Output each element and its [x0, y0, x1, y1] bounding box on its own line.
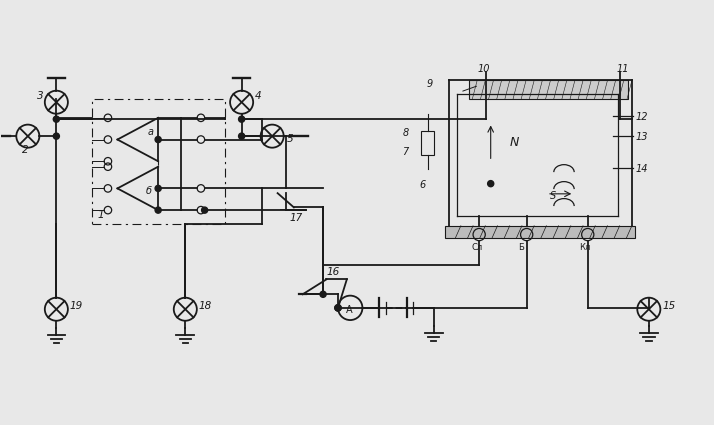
Text: 2: 2	[22, 145, 29, 155]
Bar	[469, 80, 628, 99]
Circle shape	[155, 185, 161, 191]
Circle shape	[54, 133, 59, 139]
Circle shape	[320, 291, 326, 297]
Text: 5: 5	[287, 133, 293, 144]
Text: 19: 19	[70, 301, 83, 311]
Text: б: б	[146, 186, 152, 196]
Bar	[421, 131, 433, 155]
Circle shape	[201, 207, 208, 213]
Bar	[446, 226, 635, 238]
Text: 10: 10	[478, 64, 491, 74]
Text: S: S	[550, 191, 557, 201]
Text: 15: 15	[663, 301, 675, 311]
Bar	[92, 99, 225, 224]
Circle shape	[335, 305, 341, 311]
Circle shape	[54, 116, 59, 122]
Text: 11: 11	[617, 64, 630, 74]
Text: Сл: Сл	[471, 243, 482, 252]
Text: 12: 12	[635, 112, 648, 122]
Text: 6: 6	[419, 180, 426, 190]
Text: 4: 4	[255, 91, 262, 101]
Text: 1: 1	[98, 210, 104, 220]
Text: 7: 7	[403, 147, 408, 157]
Text: A: A	[346, 305, 352, 315]
Text: N: N	[510, 136, 519, 149]
Circle shape	[238, 133, 245, 139]
Text: 9: 9	[426, 79, 433, 89]
Text: 13: 13	[635, 132, 648, 142]
Text: 8: 8	[403, 128, 408, 138]
Circle shape	[155, 136, 161, 143]
Text: a: a	[148, 128, 154, 137]
Text: 18: 18	[199, 301, 212, 311]
Text: 3: 3	[37, 91, 44, 101]
Circle shape	[335, 305, 341, 311]
Circle shape	[488, 181, 494, 187]
Circle shape	[335, 305, 341, 311]
Text: 17: 17	[289, 213, 303, 223]
Text: Кл: Кл	[580, 243, 591, 252]
Circle shape	[155, 207, 161, 213]
Circle shape	[238, 116, 245, 122]
Text: 16: 16	[326, 267, 340, 277]
Text: Б: Б	[518, 243, 524, 252]
Text: 14: 14	[635, 164, 648, 174]
